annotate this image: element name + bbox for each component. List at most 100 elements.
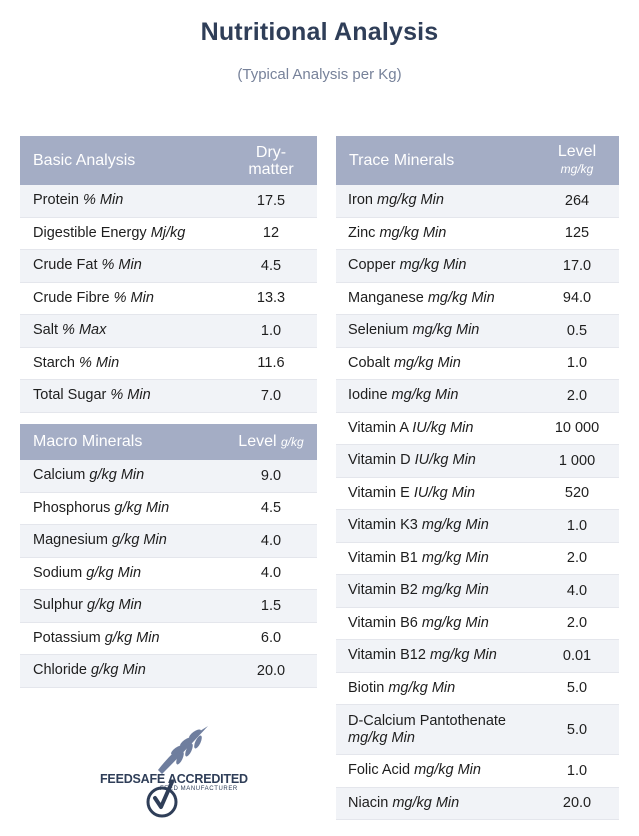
nutrient-unit: IU/kg Min [412,419,474,436]
nutrient-value: 10 000 [554,420,600,437]
nutrient-label: Sodium g/kg Min [20,565,225,582]
dry-matter-label: Dry-matter [248,143,294,178]
table-row: Sodium g/kg Min 4.0 [20,558,317,590]
page-subtitle: (Typical Analysis per Kg) [237,66,402,83]
nutrient-name: Phosphorus [33,499,111,516]
nutrient-value: 4.5 [260,500,282,517]
nutrient-value: 13.3 [256,290,286,307]
nutrient-name: Calcium [33,467,86,484]
nutrient-name: Vitamin K3 [348,517,418,534]
nutrient-unit: % Min [82,192,124,209]
nutrient-unit: IU/kg Min [414,452,476,469]
nutrient-unit: g/kg Min [87,597,142,614]
nutrient-value: 6.0 [260,630,282,647]
basic-analysis-rows: Protein % Min 17.5 Digestible Energy Mj/kg… [20,185,317,413]
nutrient-value: 20.0 [256,662,286,679]
nutrient-value: 520 [564,485,590,502]
nutrient-label: Biotin mg/kg Min [336,680,535,697]
nutrient-label: Crude Fat % Min [20,257,225,274]
nutrient-value: 1.0 [566,355,588,372]
trace-minerals-rows: Iron mg/kg Min 264 Zinc mg/kg Min 125 Copper… [336,185,619,820]
nutrient-label: Magnesium g/kg Min [20,532,225,549]
nutrient-name: Protein [33,192,79,209]
nutrient-name: D-Calcium Pantothenate [348,712,506,729]
nutrient-label: Iron mg/kg Min [336,192,535,209]
table-row: Protein % Min 17.5 [20,185,317,218]
level-label: Level [238,433,277,450]
nutrient-label: Vitamin B6 mg/kg Min [336,615,535,632]
nutrient-label: Niacin mg/kg Min [336,795,535,812]
nutrient-unit: % Min [101,257,142,274]
table-row: Vitamin B1 mg/kg Min 2.0 [336,543,619,575]
nutrient-name: Total Sugar [33,387,107,404]
table-row: Vitamin B6 mg/kg Min 2.0 [336,608,619,640]
nutrient-label: Calcium g/kg Min [20,467,225,484]
nutrient-unit: g/kg Min [91,662,146,679]
nutrient-unit: mg/kg Min [393,354,461,371]
nutrient-name: Iron [348,192,373,209]
basic-analysis-table: Basic Analysis Dry-matter Protein % Min 1… [20,136,317,413]
nutrient-name: Niacin [348,794,389,811]
nutrient-unit: % Max [62,322,107,339]
nutrient-unit: mg/kg Min [391,387,459,404]
nutrient-value: 125 [564,225,590,242]
nutrient-name: Digestible Energy [33,224,147,241]
table-row: Vitamin E IU/kg Min 520 [336,478,619,510]
nutrient-unit: mg/kg Min [388,679,456,696]
table-row: Cobalt mg/kg Min 1.0 [336,348,619,380]
nutrient-name: Vitamin B2 [348,582,418,599]
nutrient-name: Iodine [348,387,388,404]
nutrient-value: 17.5 [256,192,286,209]
nutrient-value: 7.0 [260,387,282,404]
table-row: Total Sugar % Min 7.0 [20,380,317,413]
nutrient-unit: % Min [78,354,120,371]
nutrient-unit: mg/kg Min [429,647,497,664]
nutrient-value: 20.0 [562,795,592,812]
nutrient-name: Folic Acid [348,762,411,779]
nutrient-label: Sulphur g/kg Min [20,597,225,614]
nutrient-unit: g/kg Min [89,467,145,484]
nutrient-unit: IU/kg Min [413,484,476,501]
nutrient-name: Magnesium [33,532,108,549]
table-row: Zinc mg/kg Min 125 [336,218,619,250]
nutrient-value: 4.5 [260,257,282,274]
table-row: Vitamin K3 mg/kg Min 1.0 [336,510,619,543]
nutrient-value: 1.0 [260,322,282,339]
nutrient-label: Vitamin A IU/kg Min [336,420,535,437]
nutrient-value: 12 [262,225,280,242]
nutrient-value: 94.0 [562,290,592,307]
table-row: Sulphur g/kg Min 1.5 [20,590,317,623]
nutrient-label: Digestible Energy Mj/kg [20,225,225,242]
table-row: Potassium g/kg Min 6.0 [20,623,317,655]
table-row: Salt % Max 1.0 [20,315,317,348]
nutrient-label: Starch % Min [20,355,225,372]
nutrient-value: 264 [564,192,590,209]
nutrient-name: Crude Fibre [33,289,110,306]
nutrient-label: Vitamin K3 mg/kg Min [336,517,535,534]
nutrient-name: Starch [33,354,75,371]
table-row: Digestible Energy Mj/kg 12 [20,218,317,250]
nutrient-value: 5.0 [566,721,588,738]
logo-subtitle: FEED MANUFACTURER [160,786,238,792]
macro-level-label: Level g/kg [225,433,317,451]
table-row: Iron mg/kg Min 264 [336,185,619,218]
nutrient-value: 4.0 [566,582,588,599]
nutrient-unit: Mj/kg [150,224,186,241]
nutrient-name: Zinc [348,224,376,241]
nutrient-name: Sodium [33,564,83,581]
nutrient-unit: mg/kg Min [392,794,460,811]
nutrient-name: Salt [33,322,58,339]
logo-title: FEEDSAFE ACCREDITED [100,772,248,786]
nutrient-unit: mg/kg Min [421,517,489,534]
nutrient-value: 5.0 [566,680,588,697]
basic-analysis-header: Basic Analysis Dry-matter [20,136,317,185]
nutrient-unit: g/kg Min [104,629,160,646]
nutrient-unit: mg/kg Min [421,582,489,599]
nutrient-unit: mg/kg Min [414,762,481,779]
nutrient-label: Phosphorus g/kg Min [20,500,225,517]
table-row: D-Calcium Pantothenate mg/kg Min 5.0 [336,705,619,755]
nutrient-value: 1 000 [558,452,596,469]
table-row: Calcium g/kg Min 9.0 [20,460,317,493]
nutrient-label: Total Sugar % Min [20,387,225,404]
nutrient-unit: g/kg Min [114,499,170,516]
